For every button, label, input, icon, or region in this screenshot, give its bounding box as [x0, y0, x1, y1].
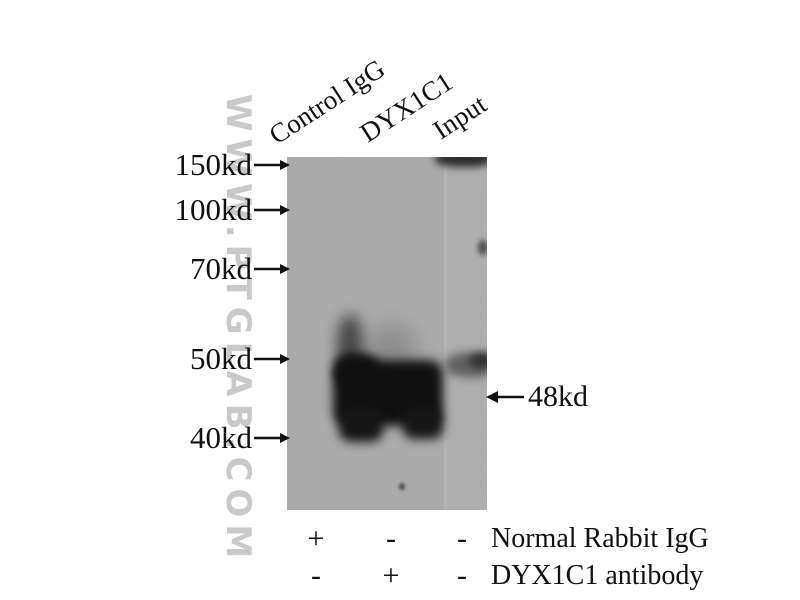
mw-marker-label: 150kd — [174, 147, 253, 182]
mw-marker-40kd: 40kd — [110, 421, 290, 455]
mw-marker-50kd: 50kd — [110, 342, 290, 376]
arrow-right-icon — [254, 205, 290, 215]
membrane-grain-texture — [287, 157, 487, 510]
condition-symbol: + — [382, 559, 400, 592]
blot-membrane — [287, 157, 487, 510]
condition-symbol: + — [307, 522, 325, 555]
mw-marker-label: 70kd — [190, 251, 252, 286]
artifact-speck — [399, 483, 405, 490]
condition-symbol: - — [457, 559, 467, 592]
condition-label-dyx1c1-antibody: DYX1C1 antibody — [491, 560, 704, 591]
band-dyx1c1-foot-right — [403, 409, 443, 439]
mw-marker-150kd: 150kd — [110, 148, 290, 182]
artifact-smudge — [435, 157, 487, 167]
arrow-right-icon — [254, 160, 290, 170]
mw-marker-100kd: 100kd — [110, 193, 290, 227]
arrow-left-icon — [486, 391, 524, 403]
arrow-right-icon — [254, 354, 290, 364]
band-input-faint-dark — [469, 352, 487, 368]
condition-symbol: - — [457, 522, 467, 555]
mw-marker-label: 100kd — [174, 192, 253, 227]
band-dyx1c1-foot-left — [339, 409, 383, 442]
arrow-right-icon — [254, 264, 290, 274]
input-lane-tint — [447, 157, 487, 510]
band-callout-label: 48kd — [528, 380, 588, 413]
mw-marker-label: 40kd — [190, 420, 252, 455]
condition-symbol: - — [311, 559, 321, 592]
condition-label-normal-rabbit-igg: Normal Rabbit IgG — [491, 523, 709, 554]
arrow-right-icon — [254, 433, 290, 443]
mw-marker-70kd: 70kd — [110, 252, 290, 286]
artifact-dot — [478, 240, 487, 255]
condition-symbol: - — [386, 522, 396, 555]
band-callout-48kd: 48kd — [486, 382, 588, 412]
lane-seam — [444, 157, 447, 510]
mw-marker-label: 50kd — [190, 341, 252, 376]
